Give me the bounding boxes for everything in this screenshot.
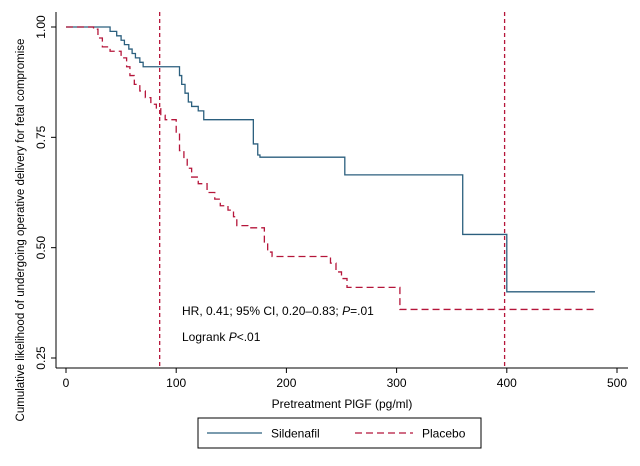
x-tick-label: 400 — [497, 376, 517, 390]
hr-prefix: HR, 0.41; 95% CI, 0.20–0.83; — [182, 304, 342, 318]
y-tick-label: 0.75 — [34, 125, 48, 149]
ticks: 0 100 200 300 400 500 0.25 0.50 0.75 1.00 — [34, 15, 627, 390]
y-tick-label: 0.25 — [34, 346, 48, 370]
series-line-sildenafil — [66, 26, 595, 293]
x-tick-label: 100 — [166, 376, 186, 390]
legend-label-placebo: Placebo — [422, 427, 466, 441]
axes — [55, 12, 628, 369]
hr-p-symbol: P — [342, 304, 350, 318]
series-group — [66, 26, 595, 311]
x-axis-label: Pretreatment PlGF (pg/ml) — [272, 397, 413, 411]
y-axis-label: Cumulative likelihood of undergoing oper… — [15, 39, 27, 422]
legend-label-sildenafil: Sildenafil — [271, 427, 320, 441]
reference-lines — [159, 12, 506, 368]
logrank-value: <.01 — [237, 330, 261, 344]
legend: Sildenafil Placebo — [197, 417, 482, 449]
y-tick-label: 0.50 — [34, 236, 48, 260]
logrank-annotation: Logrank P<.01 — [182, 330, 261, 344]
x-tick-label: 300 — [387, 376, 407, 390]
logrank-prefix: Logrank — [182, 330, 229, 344]
x-tick-label: 0 — [63, 376, 70, 390]
logrank-p-symbol: P — [229, 330, 237, 344]
series-line-placebo — [66, 26, 595, 311]
hr-p-value: =.01 — [350, 304, 374, 318]
hr-annotation: HR, 0.41; 95% CI, 0.20–0.83; P=.01 — [182, 304, 374, 318]
x-tick-label: 500 — [607, 376, 627, 390]
y-tick-label: 1.00 — [34, 15, 48, 39]
x-tick-label: 200 — [276, 376, 296, 390]
